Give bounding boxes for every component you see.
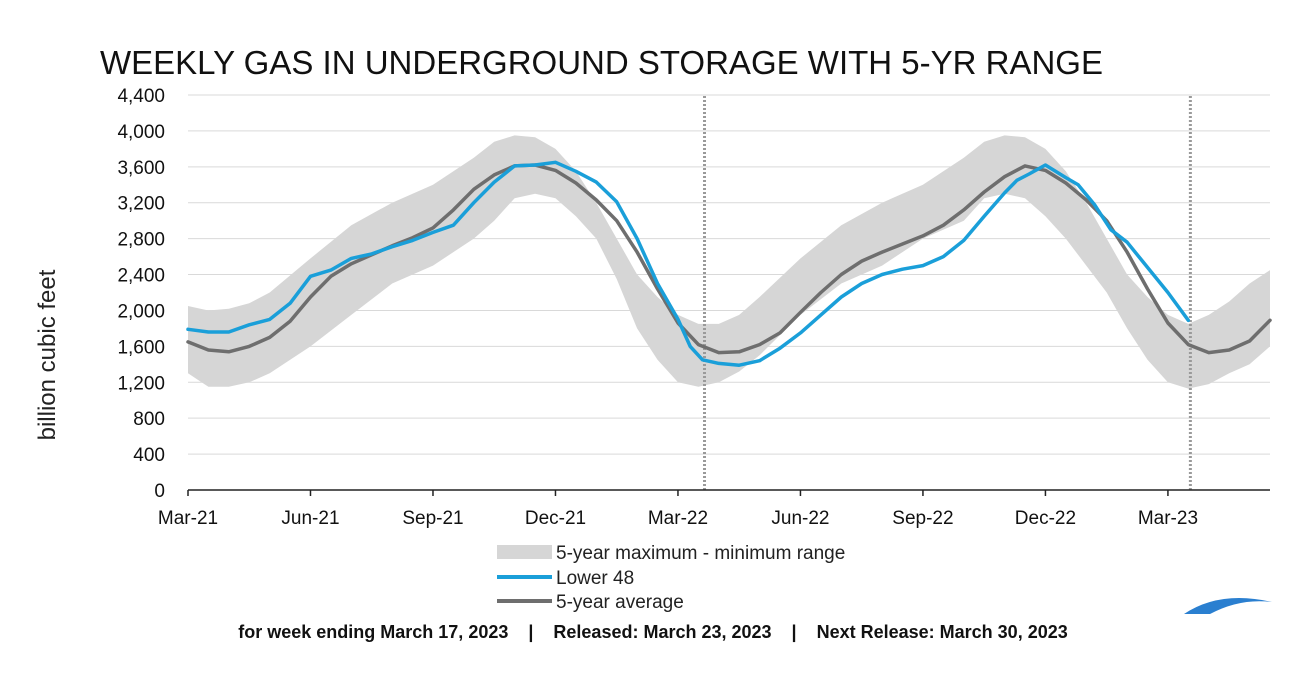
x-tick-label: Jun-22 [771,508,829,529]
range-band [188,135,1270,389]
y-tick-label: 800 [133,409,165,430]
legend: 5-year maximum - minimum range Lower 48 5-… [497,543,845,613]
logo-swoosh-icon [1184,598,1272,614]
week-ending-text: for week ending March 17, 2023 [238,622,509,642]
y-tick-label: 400 [133,445,165,466]
y-tick-label: 1,200 [117,373,165,394]
range-band-layer [188,135,1270,389]
series-lines [186,160,1272,367]
legend-range-label: 5-year maximum - minimum range [556,543,845,564]
reference-lines [703,95,1192,490]
x-tick-label: Mar-22 [648,508,708,529]
y-tick-label: 4,000 [117,122,165,143]
y-tick-label: 4,400 [117,86,165,107]
y-tick-label: 2,000 [117,301,165,322]
released-text: Released: March 23, 2023 [553,622,772,642]
y-tick-label: 1,600 [117,337,165,358]
y-tick-label: 0 [154,481,165,502]
chart-title: WEEKLY GAS IN UNDERGROUND STORAGE WITH 5… [100,44,1103,81]
y-tick-label: 2,400 [117,266,165,287]
lower48-line [186,160,1191,367]
legend-lower48-label: Lower 48 [556,568,634,589]
next-release-text: Next Release: March 30, 2023 [816,622,1068,642]
eia-logo [1180,592,1280,614]
x-tick-label: Mar-21 [158,508,218,529]
y-axis-label: billion cubic feet [34,269,61,440]
y-tick-label: 2,800 [117,230,165,251]
x-tick-label: Mar-23 [1138,508,1198,529]
x-tick-label: Sep-22 [892,508,953,529]
y-tick-label: 3,600 [117,158,165,179]
separator: | [791,622,797,642]
separator: | [528,622,534,642]
x-tick-label: Dec-21 [525,508,586,529]
x-tick-label: Sep-21 [402,508,463,529]
release-info: for week ending March 17, 2023 | Released:… [0,622,1306,643]
x-tick-label: Jun-21 [281,508,339,529]
x-tick-label: Dec-22 [1015,508,1076,529]
legend-avg-label: 5-year average [556,592,684,613]
axes: 0 400 800 1,200 1,600 2,000 2,400 2,800 3,200 3,6… [117,86,1270,529]
y-tick-label: 3,200 [117,194,165,215]
